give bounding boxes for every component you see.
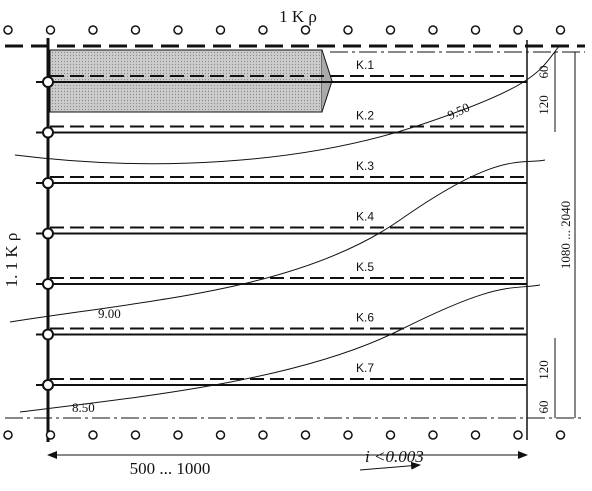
contour-label: 9.50 (445, 100, 472, 123)
well (428, 430, 438, 440)
well (130, 430, 141, 440)
channel-label: K.4 (356, 210, 374, 224)
outlet (42, 76, 54, 88)
well (45, 430, 56, 440)
well (343, 25, 353, 35)
outlet (42, 126, 54, 139)
channel-label: K.1 (356, 58, 374, 72)
well (173, 430, 183, 440)
well (428, 25, 438, 35)
well (300, 25, 311, 35)
outlet (42, 328, 54, 341)
outlet (42, 227, 54, 240)
channel-label: K.5 (356, 260, 374, 274)
well (258, 430, 268, 440)
dimension: 60 (536, 401, 551, 414)
well (513, 25, 523, 35)
well (385, 430, 396, 440)
well (555, 430, 566, 440)
outlet (42, 177, 54, 189)
channel-label: K.3 (356, 159, 374, 173)
well (470, 430, 481, 440)
slope: i <0.003 (365, 447, 424, 466)
channel-label: K.6 (356, 311, 374, 325)
well (343, 430, 353, 440)
well (215, 430, 226, 440)
outlet (42, 278, 54, 290)
left-label: 1. 1 K ρ (2, 233, 21, 288)
dimension: 500 ... 1000 (130, 459, 211, 478)
channel-label: K.2 (356, 109, 374, 123)
channel-label: K.7 (356, 361, 374, 375)
well (3, 430, 13, 440)
outlet (42, 379, 54, 391)
well (215, 25, 226, 35)
top-label: 1 K ρ (279, 7, 317, 26)
well (385, 25, 396, 35)
dimension: 1080 ... 2040 (558, 201, 573, 269)
well (88, 25, 98, 35)
well (88, 430, 98, 440)
well (173, 25, 183, 35)
well (555, 25, 566, 35)
well (258, 25, 268, 35)
dimension: 60 (536, 66, 551, 79)
well (513, 430, 523, 440)
well (300, 430, 311, 440)
contour-label: 9.00 (98, 306, 121, 321)
contour-label: 8.50 (72, 400, 95, 415)
well (3, 25, 13, 35)
dimension: 120 (536, 360, 551, 380)
dimension: 120 (536, 95, 551, 115)
well (470, 25, 481, 35)
well (45, 25, 56, 35)
well (130, 25, 141, 35)
